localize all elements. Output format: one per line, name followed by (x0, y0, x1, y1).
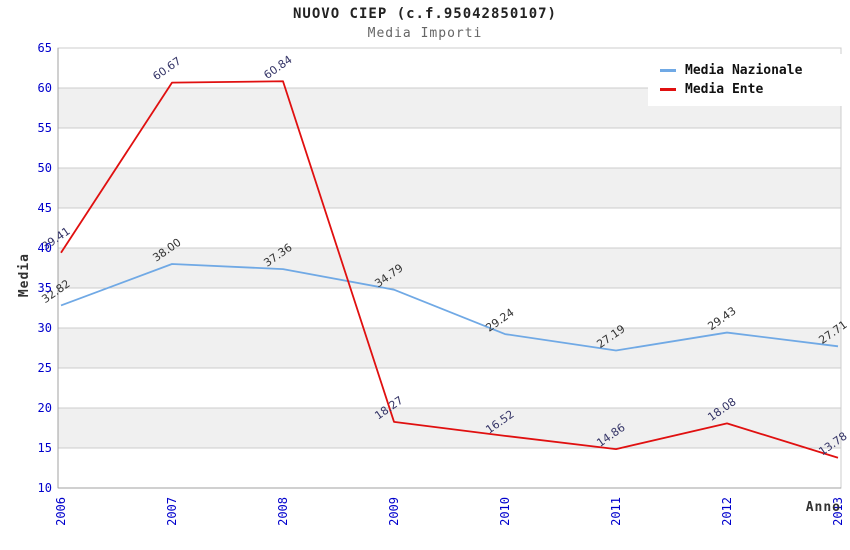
x-tick-label: 2011 (609, 497, 623, 526)
x-tick-label: 2006 (54, 497, 68, 526)
series-line-media-nazionale (60, 263, 839, 352)
legend-item-media-nazionale: Media Nazionale (660, 61, 845, 80)
y-tick-label: 25 (38, 361, 52, 375)
legend-swatch-icon (660, 88, 676, 91)
legend-swatch-icon (660, 69, 676, 72)
legend-item-media-ente: Media Ente (660, 80, 845, 99)
y-tick-label: 10 (38, 481, 52, 495)
x-tick-label: 2008 (276, 497, 290, 526)
x-tick-label: 2012 (720, 497, 734, 526)
y-tick-label: 35 (38, 281, 52, 295)
x-axis-title: Anno (805, 500, 841, 515)
y-tick-label: 15 (38, 441, 52, 455)
x-tick-label: 2013 (831, 497, 845, 526)
legend-label: Media Ente (685, 82, 764, 97)
y-tick-label: 40 (38, 241, 52, 255)
point-label: 60.67 (150, 54, 183, 83)
legend-label: Media Nazionale (685, 63, 803, 78)
plot-band (58, 248, 841, 288)
x-tick-label: 2010 (498, 497, 512, 526)
series-line-media-ente (60, 80, 839, 459)
y-tick-label: 45 (38, 201, 52, 215)
legend: Media Nazionale Media Ente (648, 54, 845, 106)
chart-title: NUOVO CIEP (c.f.95042850107) (292, 6, 557, 22)
y-tick-label: 65 (38, 41, 52, 55)
x-tick-label: 2009 (387, 497, 401, 526)
point-label: 60.84 (261, 53, 294, 82)
y-tick-label: 50 (38, 161, 52, 175)
y-tick-label: 55 (38, 121, 52, 135)
chart-subtitle: Media Importi (367, 26, 483, 41)
y-tick-label: 60 (38, 81, 52, 95)
plot-band (58, 168, 841, 208)
y-tick-label: 30 (38, 321, 52, 335)
y-axis-title: Media (17, 253, 32, 298)
x-tick-label: 2007 (165, 497, 179, 526)
y-tick-label: 20 (38, 401, 52, 415)
